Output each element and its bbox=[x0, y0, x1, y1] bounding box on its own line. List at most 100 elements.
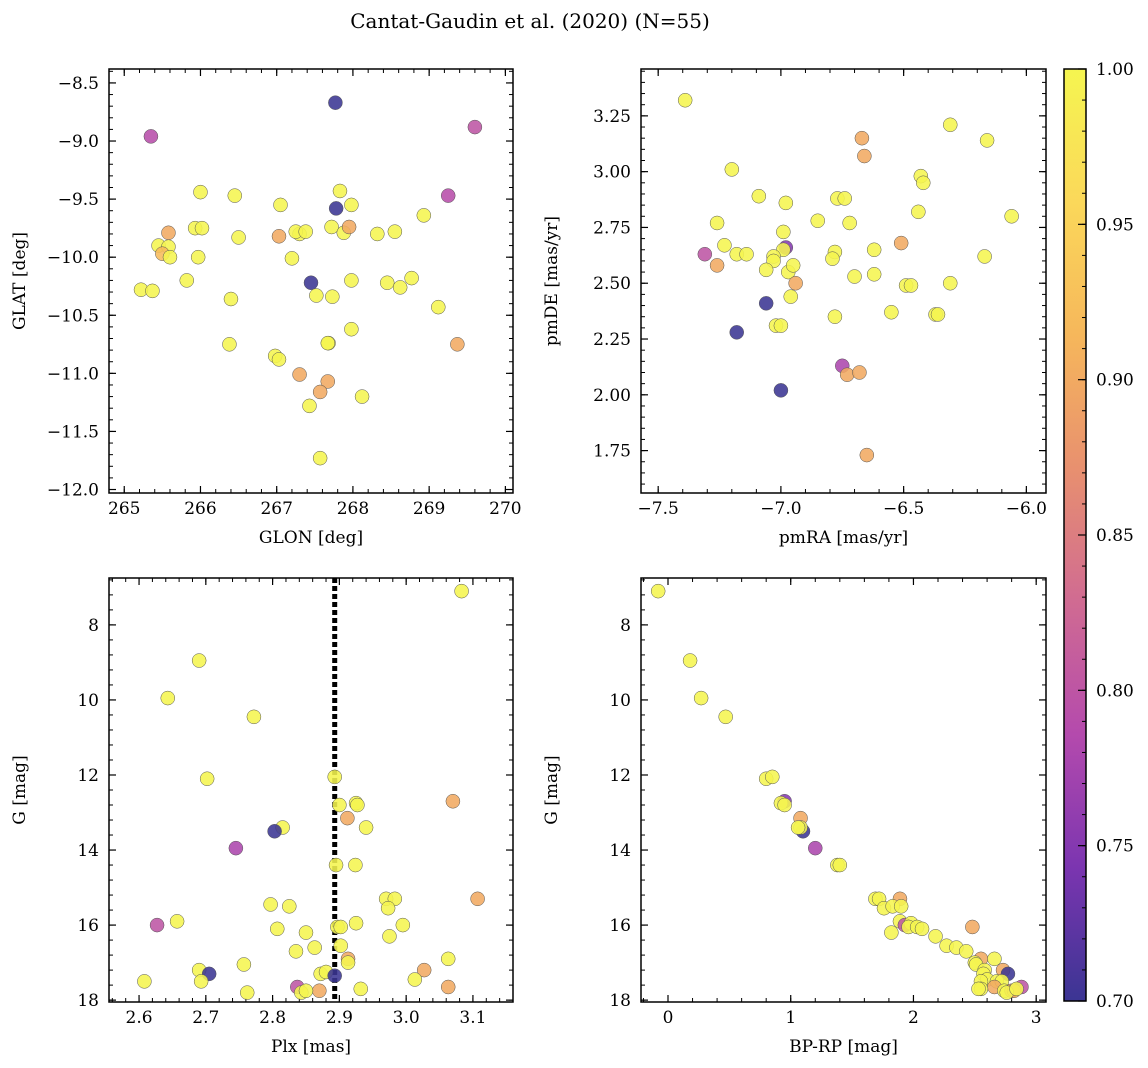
data-point bbox=[1009, 981, 1024, 997]
data-point bbox=[404, 270, 419, 286]
data-point bbox=[914, 921, 930, 937]
y-tick-label: 14 bbox=[609, 841, 631, 861]
data-point bbox=[228, 840, 244, 856]
data-point bbox=[332, 183, 348, 199]
data-point bbox=[450, 337, 465, 352]
data-point bbox=[328, 95, 343, 110]
x-tick-label: 265 bbox=[108, 499, 140, 519]
data-point bbox=[344, 273, 359, 288]
y-tick-label: 10 bbox=[77, 691, 99, 711]
data-point bbox=[222, 337, 237, 352]
data-point bbox=[193, 184, 208, 200]
colorbar-tick-label: 0.75 bbox=[1096, 837, 1134, 857]
data-point bbox=[267, 824, 282, 839]
data-point bbox=[729, 325, 744, 340]
data-point bbox=[271, 352, 287, 367]
data-point bbox=[379, 275, 395, 290]
data-point bbox=[348, 857, 363, 873]
x-tick-label: −6.5 bbox=[883, 499, 924, 519]
data-point bbox=[263, 897, 278, 912]
data-point bbox=[169, 914, 185, 929]
data-point bbox=[717, 238, 732, 253]
data-point bbox=[765, 769, 780, 785]
data-point bbox=[246, 709, 262, 725]
data-point bbox=[370, 226, 385, 242]
data-point bbox=[431, 299, 446, 315]
data-point bbox=[284, 251, 300, 266]
y-tick-label: 1.75 bbox=[593, 442, 631, 462]
y-tick-label: −11.5 bbox=[47, 422, 99, 442]
data-point bbox=[445, 794, 461, 809]
data-point bbox=[697, 246, 713, 262]
y-tick-label: −12.0 bbox=[47, 481, 99, 501]
data-point bbox=[677, 92, 693, 108]
data-point bbox=[145, 283, 160, 299]
points bbox=[650, 583, 1029, 1000]
data-point bbox=[223, 291, 239, 307]
x-tick-label: 267 bbox=[260, 499, 292, 519]
data-point bbox=[327, 769, 342, 785]
y-tick-label: 3.00 bbox=[593, 163, 631, 183]
colorbar-tick-label: 0.70 bbox=[1096, 992, 1134, 1012]
x-tick-label: 2.7 bbox=[192, 1008, 219, 1028]
data-point bbox=[788, 275, 803, 291]
data-point bbox=[407, 972, 423, 987]
data-point bbox=[392, 280, 408, 295]
data-point bbox=[773, 383, 789, 398]
y-tick-label: −10.5 bbox=[47, 306, 99, 326]
x-axis-label: GLON [deg] bbox=[259, 528, 363, 548]
x-axis-label: Plx [mas] bbox=[271, 1037, 351, 1057]
data-point bbox=[149, 917, 165, 933]
x-tick-label: 1 bbox=[785, 1008, 796, 1028]
y-axis-label: GLAT [deg] bbox=[10, 232, 30, 330]
y-axis-label: G [mag] bbox=[10, 755, 30, 824]
data-point bbox=[380, 900, 396, 916]
data-point bbox=[236, 957, 252, 972]
data-point bbox=[854, 130, 870, 146]
data-point bbox=[302, 398, 317, 414]
data-point bbox=[693, 690, 709, 706]
x-tick-label: −7.5 bbox=[638, 499, 679, 519]
data-point bbox=[440, 979, 456, 995]
data-point bbox=[271, 229, 287, 244]
panel-top-right: −7.5 −7.0 −6.5 −6.0 1.75 2.00 2.25 2.50 2.75 3.00… bbox=[542, 68, 1047, 548]
data-point bbox=[270, 921, 285, 937]
data-point bbox=[348, 915, 364, 931]
data-point bbox=[777, 797, 792, 813]
x-tick-label: −6.0 bbox=[1006, 499, 1047, 519]
data-point bbox=[325, 289, 340, 304]
data-point bbox=[930, 307, 946, 322]
panel-top-left: 265 266 267 268 269 270 −8.5 −9.0 −9.5 −10.0 −10.5… bbox=[10, 68, 522, 548]
data-point bbox=[810, 213, 825, 228]
x-axis-label: pmRA [mas/yr] bbox=[779, 528, 908, 548]
data-point bbox=[1004, 209, 1019, 224]
colorbar-frame bbox=[1063, 68, 1087, 1002]
x-tick-label: 3.0 bbox=[393, 1008, 420, 1028]
data-point bbox=[751, 188, 767, 204]
data-point bbox=[758, 296, 774, 311]
data-point bbox=[416, 962, 432, 978]
data-point bbox=[943, 117, 958, 133]
data-point bbox=[857, 148, 872, 164]
data-point bbox=[839, 367, 855, 382]
data-point bbox=[470, 891, 485, 907]
x-tick-label: 3 bbox=[1031, 1008, 1042, 1028]
colorbar-gradient bbox=[1064, 69, 1086, 1001]
data-point bbox=[842, 215, 857, 231]
colorbar-tick-label: 0.85 bbox=[1096, 526, 1134, 546]
x-tick-label: 269 bbox=[413, 499, 445, 519]
data-point bbox=[298, 925, 314, 940]
data-point bbox=[776, 224, 791, 240]
y-tick-label: 18 bbox=[77, 991, 99, 1011]
data-point bbox=[884, 925, 899, 940]
colorbar-tick-label: 0.95 bbox=[1096, 215, 1134, 235]
x-tick-label: 2.8 bbox=[259, 1008, 286, 1028]
data-point bbox=[350, 797, 365, 813]
data-point bbox=[773, 318, 789, 333]
colorbar-tick-label: 1.00 bbox=[1096, 60, 1134, 80]
y-tick-label: −9.5 bbox=[58, 190, 99, 210]
panel-bottom-left: 2.6 2.7 2.8 2.9 3.0 3.1 8 10 12 14 16 18 Plx [mas] G … bbox=[10, 577, 514, 1057]
data-point bbox=[758, 262, 774, 278]
